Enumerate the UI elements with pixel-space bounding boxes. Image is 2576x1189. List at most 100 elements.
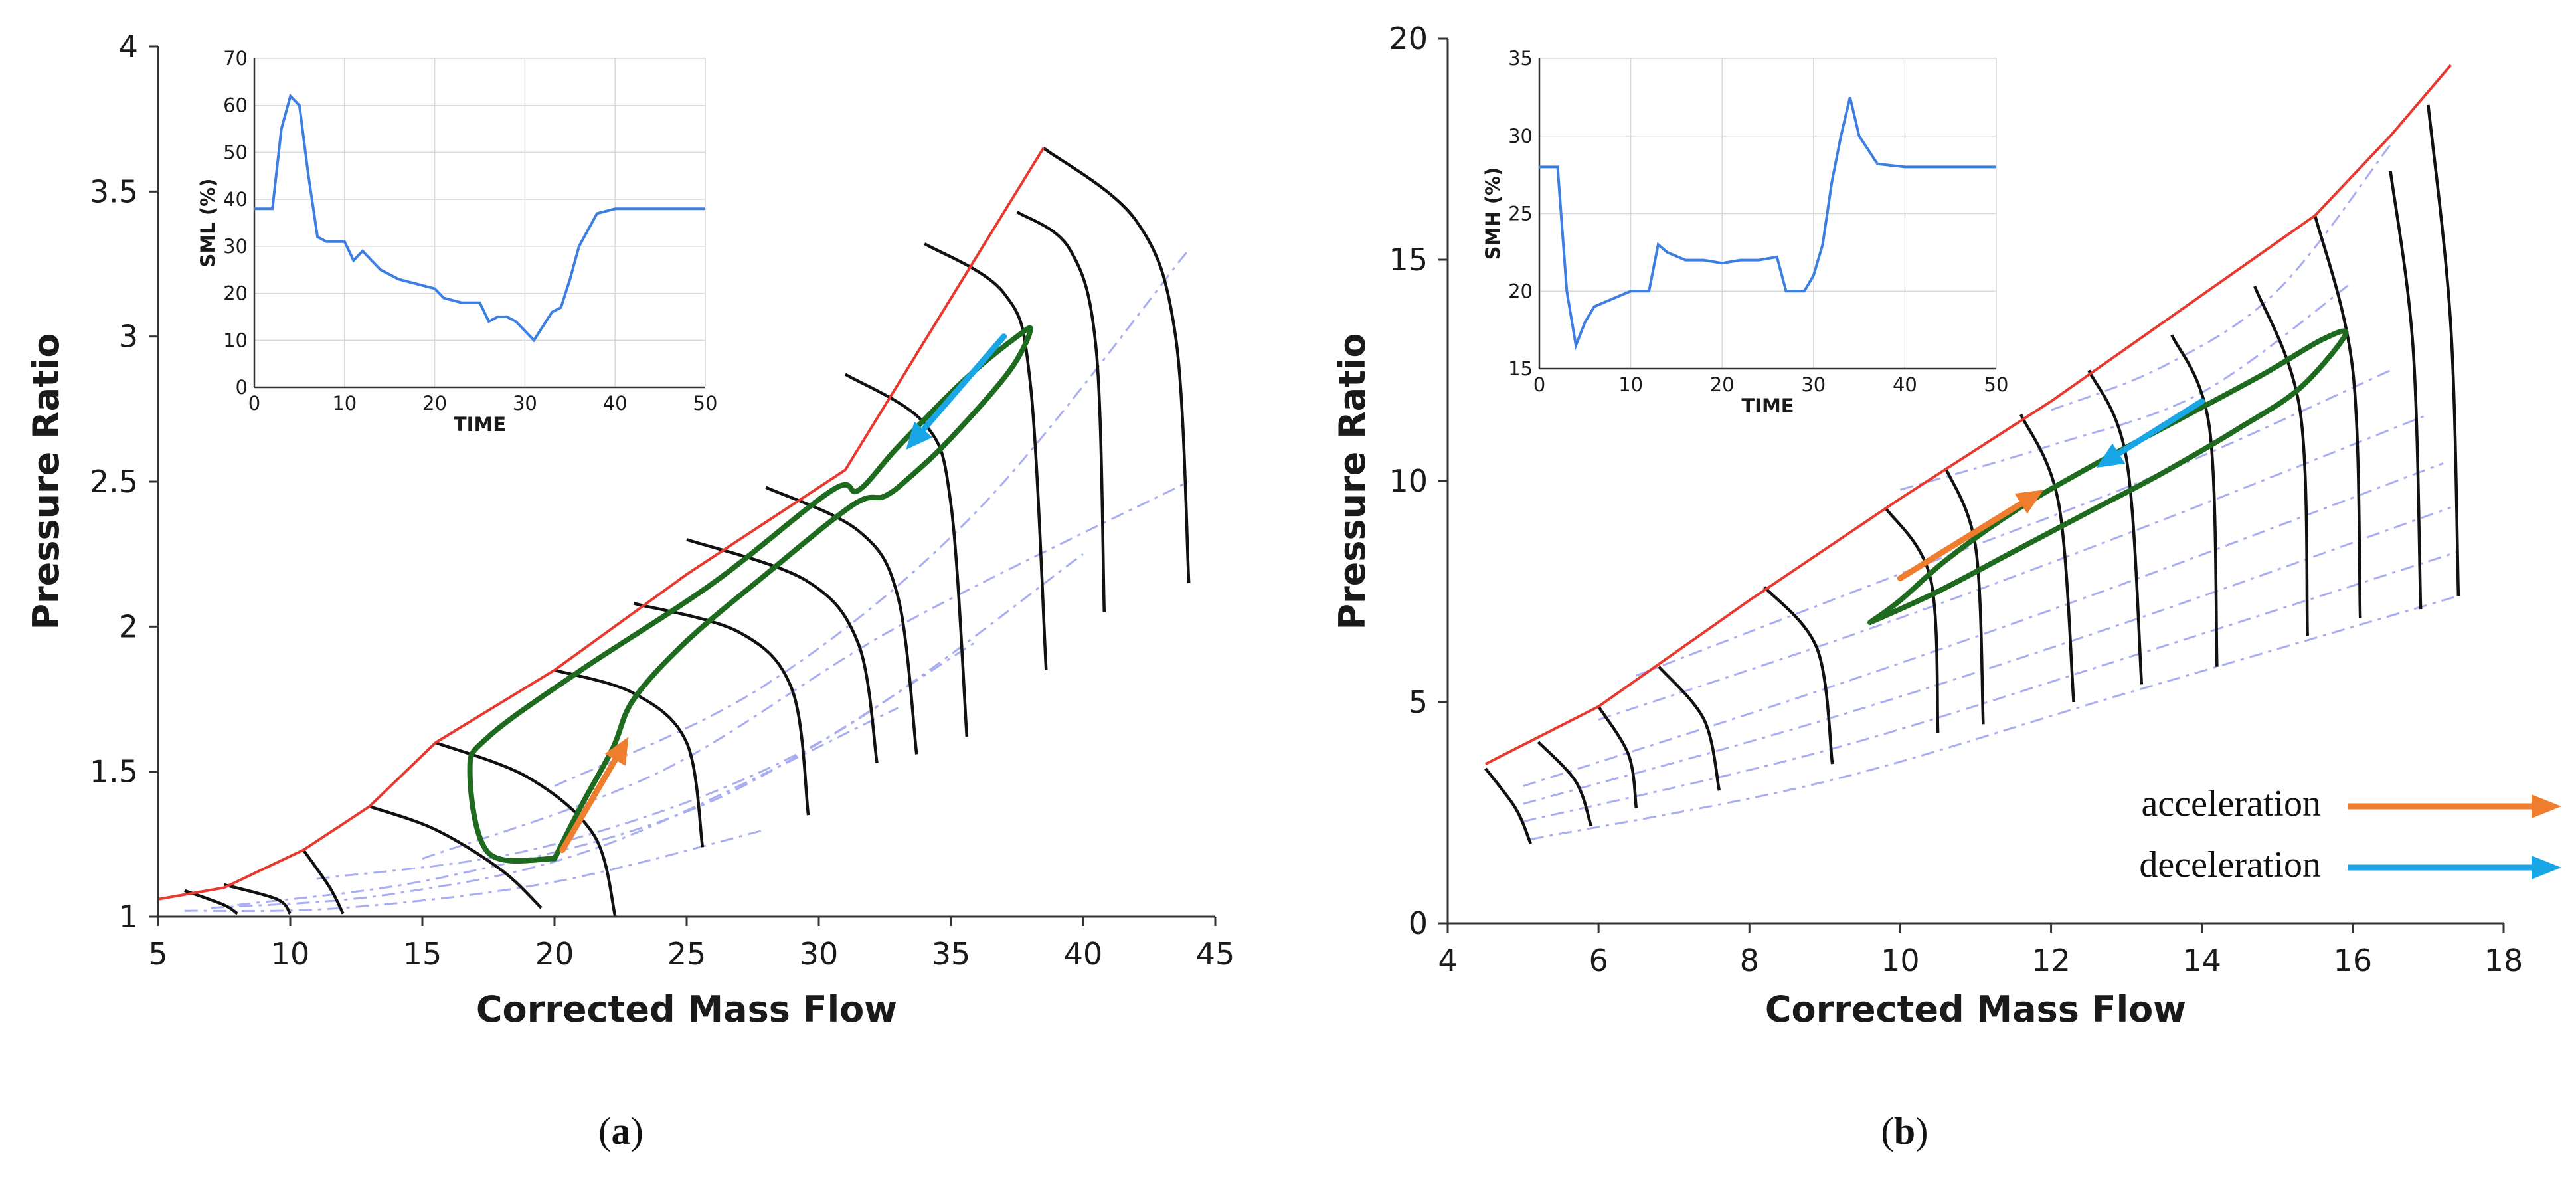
panel-b-y-axis-label: Pressure Ratio [1331, 333, 1373, 630]
panel-a-compressor-map: 5 10 15 20 25 30 35 40 45 1 1.5 2 2.5 3 3.5 4 Corrected… [25, 29, 1235, 1030]
panel-a-inset-y-label: SML (%) [197, 179, 219, 268]
panel-b-x-tick-label: 12 [2031, 943, 2071, 978]
panel-a-speed-line [223, 883, 292, 915]
panel-a-acceleration-arrow [559, 737, 629, 854]
panel-a-x-tick-label: 15 [403, 936, 442, 972]
caption-a: (a) [598, 1109, 644, 1152]
panel-b-inset-y-tick-label: 25 [1508, 203, 1533, 225]
panel-a-speed-line [435, 741, 617, 917]
caption-b: (b) [1881, 1109, 1929, 1152]
panel-a-inset-y-tick-label: 10 [223, 329, 248, 351]
panel-a-deceleration-arrow [906, 333, 1007, 450]
panel-a-efficiency-contour [316, 553, 1084, 880]
panel-b-speed-line [2389, 171, 2423, 610]
svg-text:(b): (b) [1881, 1109, 1929, 1152]
panel-a-efficiency-contour [211, 707, 899, 909]
panel-a-inset-x-tick-label: 20 [422, 392, 447, 414]
panel-a-inset-x-tick-label: 30 [513, 392, 537, 414]
panel-a-efficiency-contour [237, 640, 978, 906]
panel-a-x-tick-label: 35 [932, 936, 971, 972]
panel-a-plot-area [157, 147, 1191, 917]
panel-b-speed-line [2019, 414, 2075, 703]
panel-b-speed-line [2087, 369, 2144, 685]
panel-a-x-tick-label: 25 [667, 936, 707, 972]
panel-b-efficiency-contour [1523, 551, 2459, 823]
panel-a-inset-x-tick-label: 0 [248, 392, 260, 414]
panel-a-inset-x-label: TIME [454, 413, 506, 436]
panel-b-transient-trajectory [1867, 328, 2349, 626]
panel-b-y-tick-label: 5 [1409, 684, 1428, 720]
legend-deceleration-arrowhead [2532, 856, 2561, 879]
panel-b-inset-y-tick-label: 30 [1508, 125, 1533, 147]
panel-b-x-tick-label: 14 [2182, 943, 2221, 978]
panel-b-speed-line [1537, 741, 1592, 827]
panel-b-speed-line [2253, 286, 2309, 636]
panel-b-y-tick-label: 20 [1389, 21, 1428, 56]
panel-a-x-tick-label: 10 [271, 936, 310, 972]
panel-b-acceleration-arrow [1897, 490, 2044, 582]
legend-deceleration-label: deceleration [2139, 844, 2321, 885]
panel-b-efficiency-contour [1530, 594, 2459, 840]
panel-b-surge-line [1484, 64, 2452, 765]
panel-a-inset-y-tick-label: 0 [236, 376, 248, 399]
panel-b-speed-line [2170, 334, 2219, 667]
panel-a-y-tick-label: 4 [119, 29, 138, 64]
panel-b-speed-line [1944, 467, 1985, 725]
panel-b-plot-area [1484, 64, 2460, 844]
panel-b-inset-x-tick-label: 30 [1801, 373, 1826, 396]
panel-b-speed-line [2427, 104, 2460, 596]
panel-a-y-tick-label: 3.5 [90, 173, 138, 209]
panel-a-inset-y-tick-label: 70 [223, 47, 248, 70]
panel-a-x-tick-label: 5 [148, 936, 167, 972]
panel-b-inset-x-label: TIME [1741, 395, 1794, 417]
panel-a-y-tick-label: 1.5 [90, 754, 138, 790]
panel-a-speed-line [765, 486, 918, 755]
panel-b-speed-line [2313, 215, 2362, 618]
panel-a-speed-line [369, 804, 543, 909]
panel-b-x-tick-label: 18 [2484, 943, 2524, 978]
panel-b-speed-line [1883, 506, 1940, 733]
panel-b-x-tick-label: 16 [2334, 943, 2373, 978]
panel-b-inset-y-tick-label: 35 [1508, 47, 1533, 70]
panel-a-y-tick-label: 2 [119, 608, 138, 644]
panel-a-x-tick-label: 20 [535, 936, 574, 972]
panel-b-inset-y-tick-label: 15 [1508, 357, 1533, 380]
panel-b-speed-line [1658, 666, 1721, 791]
panel-a-x-axis-label: Corrected Mass Flow [476, 988, 897, 1030]
panel-a-surge-line [157, 147, 1045, 901]
panel-a-inset-background [254, 58, 705, 387]
panel-b-compressor-map: 4 6 8 10 12 14 16 18 0 5 10 15 20 Corrected Mass Flo… [1331, 21, 2523, 1030]
panel-b-inset-y-label: SMH (%) [1482, 167, 1504, 260]
panel-b-inset-x-tick-label: 10 [1618, 373, 1643, 396]
panel-a-y-tick-label: 1 [119, 899, 138, 935]
panel-b-inset-x-tick-label: 20 [1710, 373, 1735, 396]
panel-a-inset-sml-chart: 0 10 20 30 40 50 0 10 20 30 40 50 60 70 TIME SML (%) [197, 47, 717, 436]
panel-a-inset-series-line [254, 93, 705, 343]
panel-a-x-tick-label: 45 [1196, 936, 1235, 972]
panel-b-y-tick-label: 15 [1389, 242, 1428, 278]
panel-b-deceleration-arrow [2096, 398, 2205, 468]
caption-b-letter: b [1894, 1109, 1915, 1152]
panel-a-inset-x-tick-label: 40 [603, 392, 628, 414]
panel-a-speed-line [1016, 211, 1106, 612]
panel-a-inset-y-tick-label: 30 [223, 235, 248, 258]
panel-a-speed-line [844, 373, 969, 737]
panel-a-speed-line [924, 242, 1048, 670]
panel-a-efficiency-contour [554, 248, 1190, 787]
panel-a-speed-line [686, 538, 879, 763]
panel-a-inset-y-tick-label: 50 [223, 141, 248, 163]
panel-b-efficiency-contour [2051, 143, 2391, 411]
panel-b-inset-series-line [1539, 96, 1996, 351]
panel-b-efficiency-contour [1636, 369, 2391, 677]
panel-a-inset-y-tick-label: 20 [223, 282, 248, 305]
panel-b-ticks: 4 6 8 10 12 14 16 18 0 5 10 15 20 [1389, 21, 2523, 978]
panel-b-inset-y-tick-label: 20 [1508, 280, 1533, 302]
panel-b-inset-x-tick-label: 50 [1984, 373, 2009, 396]
svg-text:(a): (a) [598, 1109, 644, 1152]
panel-b-x-tick-label: 4 [1438, 943, 1457, 978]
panel-b-speed-line [1484, 767, 1532, 844]
panel-b-y-tick-label: 0 [1409, 905, 1428, 941]
arrow-legend: acceleration deceleration [2139, 783, 2561, 885]
panel-b-efficiency-contour [1899, 281, 2354, 491]
